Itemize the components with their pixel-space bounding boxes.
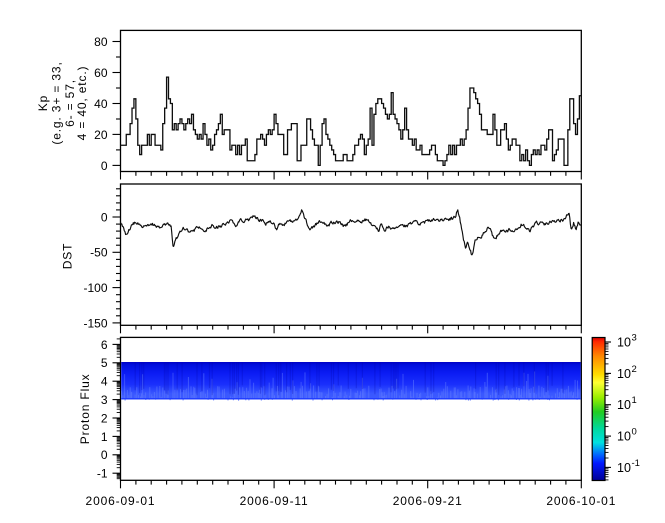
svg-text:3: 3 [632, 333, 637, 344]
svg-text:20: 20 [94, 128, 108, 142]
svg-text:40: 40 [94, 97, 108, 111]
svg-text:0: 0 [101, 448, 108, 462]
svg-text:DST: DST [61, 243, 75, 270]
svg-text:10: 10 [617, 461, 631, 475]
svg-text:2: 2 [101, 411, 108, 425]
svg-text:-150: -150 [83, 316, 107, 330]
svg-text:2006-10-01: 2006-10-01 [546, 494, 616, 508]
svg-text:(e.g. 3+ = 33,: (e.g. 3+ = 33, [50, 61, 64, 144]
svg-text:4 = 40, etc.): 4 = 40, etc.) [75, 66, 89, 141]
svg-text:5: 5 [101, 356, 108, 370]
svg-text:10: 10 [617, 398, 631, 412]
svg-text:2006-09-21: 2006-09-21 [393, 494, 463, 508]
svg-text:80: 80 [94, 35, 108, 49]
svg-text:6- = 57,: 6- = 57, [63, 79, 77, 127]
svg-text:-50: -50 [90, 246, 108, 260]
svg-text:10: 10 [617, 430, 631, 444]
svg-text:0: 0 [101, 210, 108, 224]
svg-text:2006-09-11: 2006-09-11 [240, 494, 309, 508]
svg-text:0: 0 [632, 427, 637, 438]
svg-text:1: 1 [632, 395, 637, 406]
svg-text:4: 4 [101, 375, 108, 389]
svg-text:2: 2 [632, 364, 637, 375]
svg-text:10: 10 [617, 336, 631, 350]
svg-text:2006-09-01: 2006-09-01 [86, 494, 156, 508]
svg-text:-100: -100 [83, 281, 107, 295]
svg-text:-1: -1 [632, 458, 640, 469]
svg-text:3: 3 [101, 393, 108, 407]
svg-text:Proton Flux: Proton Flux [78, 373, 92, 444]
svg-text:Kp: Kp [36, 95, 50, 111]
svg-text:60: 60 [94, 66, 108, 80]
svg-text:10: 10 [617, 367, 631, 381]
svg-text:0: 0 [101, 159, 108, 173]
svg-text:1: 1 [101, 430, 108, 444]
svg-text:-1: -1 [97, 467, 108, 481]
svg-text:6: 6 [101, 338, 108, 352]
